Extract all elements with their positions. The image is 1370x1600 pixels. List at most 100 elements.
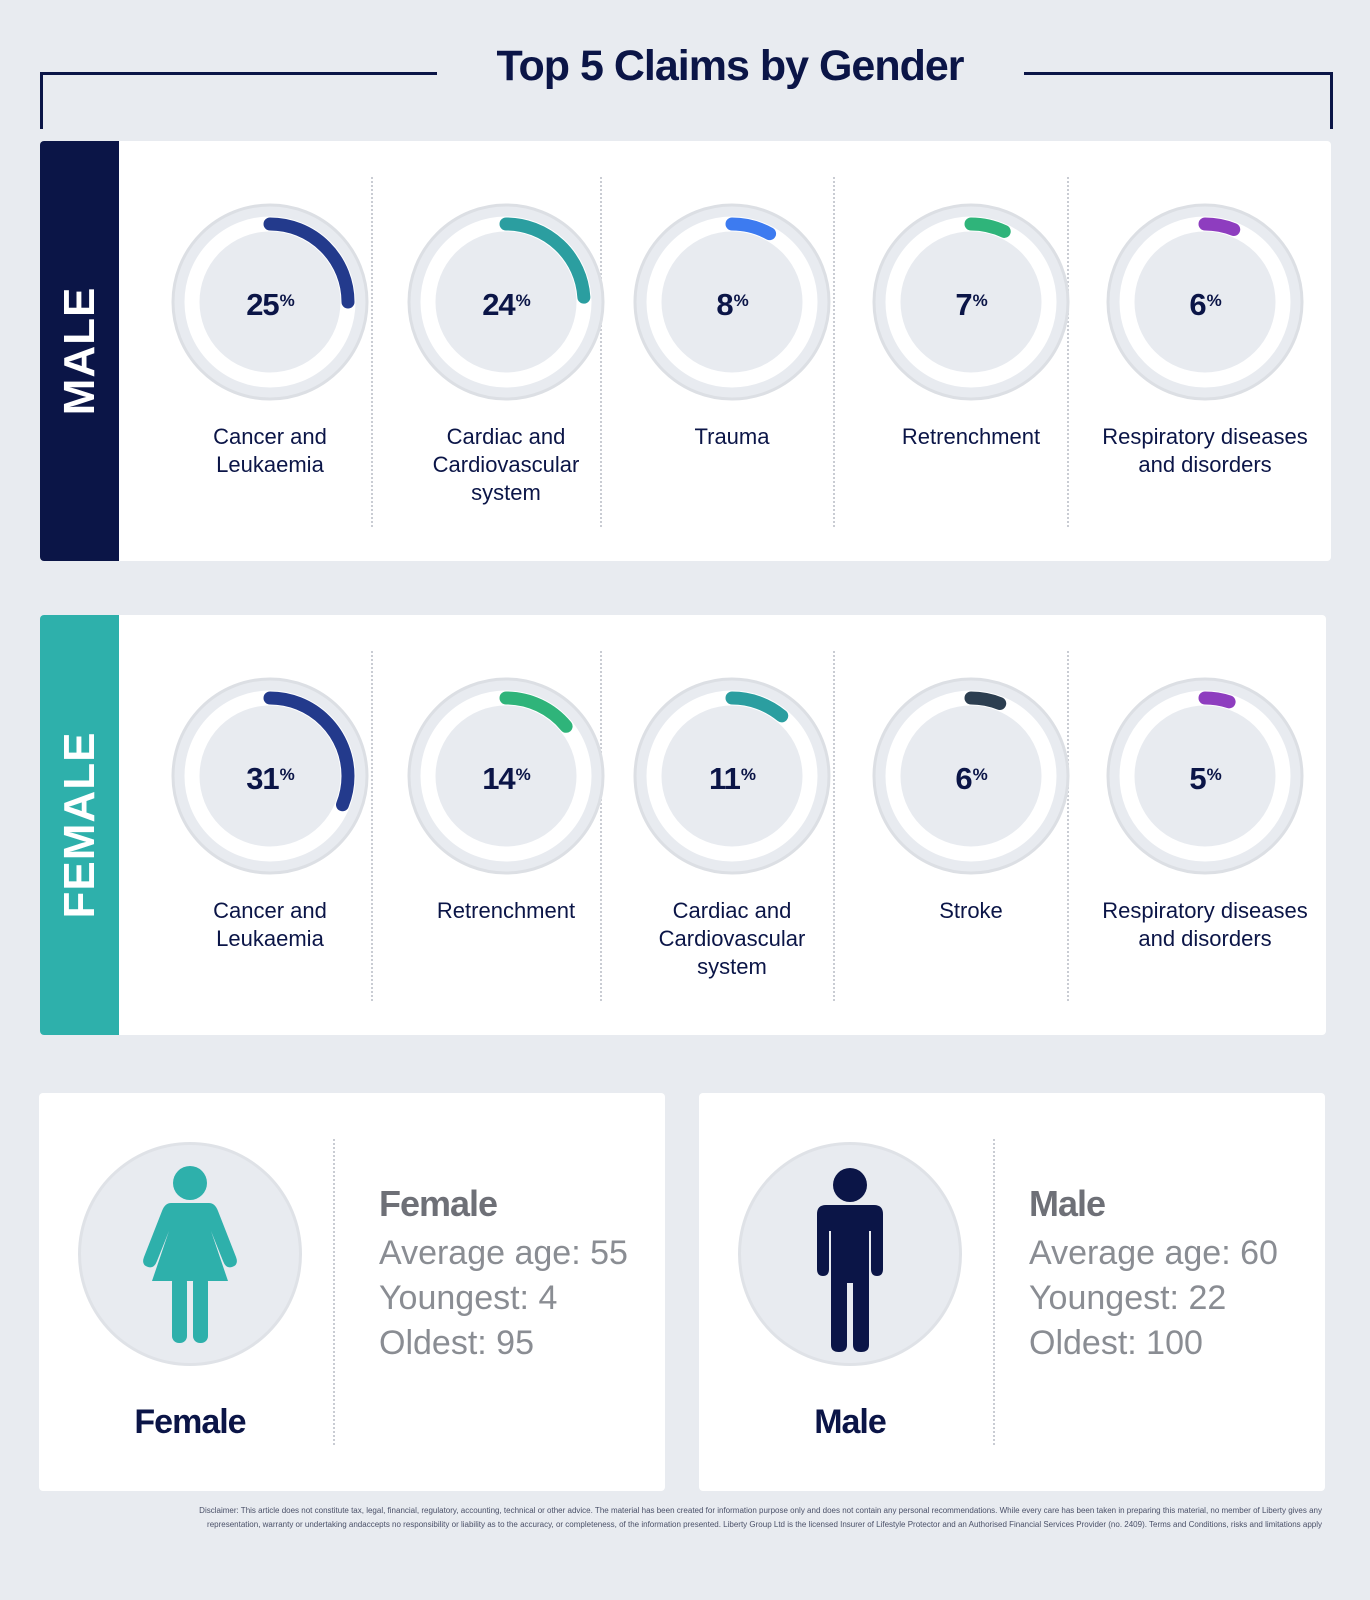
male-average-age: Average age: 60 [1029,1234,1278,1272]
claim-label-line: Respiratory diseases [1102,424,1308,449]
female-figure-icon [143,1166,237,1343]
percentage-value: 25 [246,287,279,322]
male-donut-chart [633,203,831,401]
female-summary-card: Female Female Average age: 55 Youngest: … [39,1093,665,1491]
claim-label-line: Cardiac and [672,898,792,923]
donut-value-arc [886,217,1056,387]
percentage-value: 6 [1189,287,1206,322]
male-claim-percentage: 7% [852,287,1090,323]
percentage-value: 14 [482,761,515,796]
claim-label-line: Leukaemia [216,452,324,477]
donut-outer-disc [171,203,369,401]
claim-label-line: Retrenchment [436,898,576,923]
female-card-divider [333,1139,335,1445]
donut-value-arc [886,691,1056,861]
title-bracket-right [1024,72,1333,129]
female-youngest: Youngest: 4 [379,1279,558,1317]
male-card-caption: Male [814,1403,887,1441]
male-claim-item: 24% Cardiac and Cardiovascular system [387,141,625,561]
donut-value-arc [1120,691,1290,861]
donut-value-arc [421,217,591,387]
claim-label-line: Leukaemia [216,926,324,951]
female-claim-percentage: 14% [387,761,625,797]
female-donut-chart [171,677,369,875]
claim-label-line: Cardiovascular [658,926,806,951]
claim-label-line: system [471,480,541,505]
donut-outer-disc [1106,677,1304,875]
disclaimer-line-1: Disclaimer: This article does not consti… [199,1506,1322,1515]
female-claim-item: 31% Cancer and Leukaemia [151,615,389,1035]
female-claim-percentage: 6% [852,761,1090,797]
male-claim-label: Trauma [607,423,857,451]
claim-label-line: Cancer and [213,898,327,923]
donut-value-arc [185,217,355,387]
female-claim-percentage: 11% [613,761,851,797]
percentage-value: 6 [955,761,972,796]
donut-outer-disc [872,203,1070,401]
male-stats-heading: Male [1029,1183,1106,1224]
donut-outer-disc [407,203,605,401]
claim-label-line: Stroke [939,898,1003,923]
title-area: Top 5 Claims by Gender [40,42,1333,129]
female-claims-panel: FEMALE 31% Cancer and Leukaemia 14% Retrench… [40,615,1326,1035]
female-column-divider [833,651,835,1001]
female-oldest: Oldest: 95 [379,1324,534,1362]
male-donut-chart [171,203,369,401]
donut-outer-disc [633,203,831,401]
male-youngest: Youngest: 22 [1029,1279,1227,1317]
percentage-unit: % [740,765,756,784]
claim-label-line: Trauma [694,424,770,449]
male-donut-chart [1106,203,1304,401]
claim-label-line: system [697,954,767,979]
male-avatar [741,1145,959,1363]
female-side-bar: FEMALE [40,615,119,1035]
female-stats: Female Average age: 55 Youngest: 4 Oldes… [379,1183,628,1366]
percentage-value: 24 [482,287,515,322]
claim-label-line: Retrenchment [901,424,1041,449]
donut-outer-disc [1106,203,1304,401]
male-stats: Male Average age: 60 Youngest: 22 Oldest… [1029,1183,1278,1366]
percentage-value: 5 [1189,761,1206,796]
female-claim-item: 6% Stroke [852,615,1090,1035]
female-card-caption: Female [134,1403,246,1441]
female-donut-chart [872,677,1070,875]
female-donut-chart [407,677,605,875]
male-claim-label: Retrenchment [846,423,1096,451]
female-average-age: Average age: 55 [379,1234,628,1272]
donut-value-arc [1120,217,1290,387]
claim-label-line: and disorders [1138,926,1272,951]
percentage-value: 11 [709,761,741,796]
male-claim-percentage: 8% [613,287,851,323]
male-claim-percentage: 6% [1086,287,1324,323]
female-claim-item: 5% Respiratory diseases and disorders [1086,615,1324,1035]
female-claim-label: Cancer and Leukaemia [145,897,395,953]
percentage-unit: % [972,765,988,784]
male-claim-percentage: 25% [151,287,389,323]
percentage-value: 7 [955,287,972,322]
female-claim-label: Cardiac and Cardiovascular system [607,897,857,981]
male-claim-label: Respiratory diseases and disorders [1080,423,1330,479]
female-column-divider [1067,651,1069,1001]
male-card-divider [993,1139,995,1445]
percentage-unit: % [1206,765,1222,784]
percentage-unit: % [279,291,295,310]
male-claims-panel: MALE 25% Cancer and Leukaemia 24% Cardiac an… [40,141,1331,561]
female-claim-item: 14% Retrenchment [387,615,625,1035]
percentage-unit: % [972,291,988,310]
claim-label-line: Cardiovascular [432,452,580,477]
title-bracket-left [40,72,437,129]
disclaimer-line-2: representation, warranty or undertaking … [207,1520,1322,1529]
female-avatar [81,1145,299,1363]
female-side-label: FEMALE [54,731,104,919]
female-claim-percentage: 5% [1086,761,1324,797]
female-column-divider [600,651,602,1001]
male-donut-chart [872,203,1070,401]
male-claim-percentage: 24% [387,287,625,323]
donut-outer-disc [407,677,605,875]
male-claim-label: Cancer and Leukaemia [145,423,395,479]
percentage-unit: % [515,765,531,784]
female-column-divider [371,651,373,1001]
male-claim-item: 6% Respiratory diseases and disorders [1086,141,1324,561]
male-claim-item: 7% Retrenchment [852,141,1090,561]
female-donut-chart [1106,677,1304,875]
